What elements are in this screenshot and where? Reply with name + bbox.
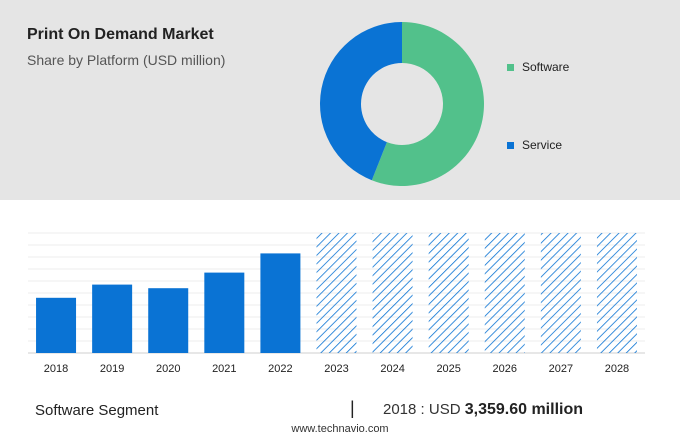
legend-label-service: Service bbox=[522, 138, 563, 152]
bar-2021 bbox=[204, 272, 245, 353]
chart-subtitle: Share by Platform (USD million) bbox=[27, 52, 226, 68]
x-tick-2025: 2025 bbox=[436, 363, 460, 375]
x-tick-2023: 2023 bbox=[324, 363, 348, 375]
bar-2018 bbox=[36, 297, 77, 353]
x-tick-2021: 2021 bbox=[212, 363, 236, 375]
donut-slice-software bbox=[371, 22, 485, 186]
x-tick-2022: 2022 bbox=[268, 363, 292, 375]
x-tick-2019: 2019 bbox=[100, 363, 124, 375]
forecast-bar-2023 bbox=[316, 233, 357, 353]
x-tick-2028: 2028 bbox=[605, 363, 629, 375]
segment-value: 2018 : USD 3,359.60 million bbox=[383, 401, 583, 419]
forecast-bar-2025 bbox=[428, 233, 469, 353]
x-tick-2024: 2024 bbox=[380, 363, 404, 375]
legend-label-software: Software bbox=[522, 60, 570, 74]
x-tick-2020: 2020 bbox=[156, 363, 180, 375]
x-tick-2027: 2027 bbox=[549, 363, 573, 375]
donut-chart bbox=[320, 22, 485, 186]
forecast-bar-2024 bbox=[372, 233, 413, 353]
source-link[interactable]: www.technavio.com bbox=[291, 423, 389, 435]
bar-2022 bbox=[260, 253, 301, 353]
x-tick-2018: 2018 bbox=[44, 363, 68, 375]
segment-label: Software Segment bbox=[35, 402, 159, 419]
bar-2020 bbox=[148, 288, 189, 353]
forecast-bar-2028 bbox=[596, 233, 637, 353]
bar-2019 bbox=[92, 284, 133, 353]
legend-item-service: Service bbox=[507, 138, 562, 152]
forecast-bar-2027 bbox=[540, 233, 581, 353]
forecast-bar-2026 bbox=[484, 233, 525, 353]
donut-slice-service bbox=[320, 22, 402, 181]
legend-swatch-software bbox=[507, 63, 514, 71]
legend-swatch-service bbox=[507, 141, 514, 149]
segment-year-prefix: 2018 : USD bbox=[383, 401, 461, 418]
footer-separator: | bbox=[350, 398, 355, 418]
segment-amount: 3,359.60 million bbox=[464, 401, 583, 418]
legend-item-software: Software bbox=[507, 60, 569, 74]
bar-chart: 2018 2019 2020 2021 2022 2023 2024 2025 2026 2027… bbox=[28, 232, 645, 375]
chart-title: Print On Demand Market bbox=[27, 26, 214, 43]
x-tick-2026: 2026 bbox=[493, 363, 517, 375]
